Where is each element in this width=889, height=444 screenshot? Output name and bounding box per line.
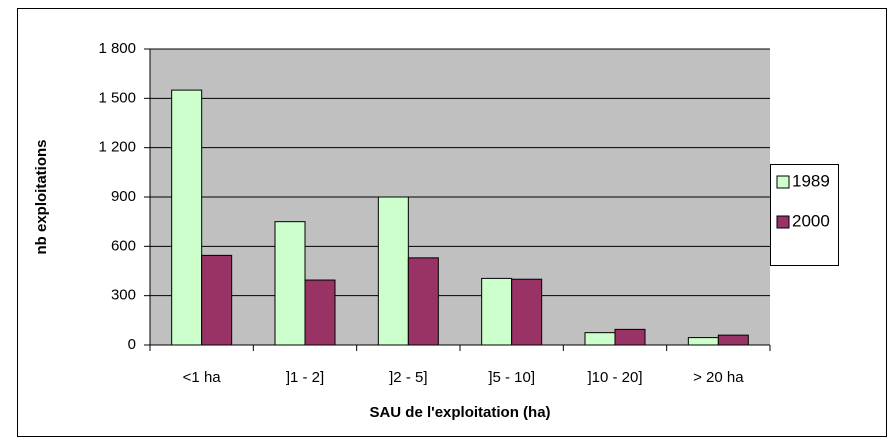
bar <box>687 337 719 346</box>
legend-label: 1989 <box>792 171 830 190</box>
bar <box>171 89 203 346</box>
y-tick-label: 1 500 <box>98 89 136 106</box>
y-tick-label: 600 <box>111 237 136 254</box>
legend-swatch <box>776 215 790 229</box>
bar <box>584 332 616 346</box>
bar <box>614 328 646 346</box>
bar <box>717 334 749 346</box>
x-tick-label: ]2 - 5] <box>389 369 427 386</box>
legend-label: 2000 <box>792 211 830 230</box>
x-axis-title: SAU de l'exploitation (ha) <box>369 404 550 421</box>
x-tick-label: > 20 ha <box>693 369 744 386</box>
x-tick-label: <1 ha <box>183 369 222 386</box>
bar <box>201 254 233 346</box>
y-tick-label: 300 <box>111 287 136 304</box>
bar <box>304 279 336 346</box>
y-axis-title: nb exploitations <box>33 139 50 254</box>
legend <box>770 164 839 266</box>
legend-swatch <box>776 175 790 189</box>
y-tick-label: 1 800 <box>98 40 136 57</box>
bar <box>481 277 513 346</box>
bar <box>511 278 543 346</box>
y-tick-label: 0 <box>128 336 136 353</box>
y-tick-label: 900 <box>111 188 136 205</box>
y-tick-label: 1 200 <box>98 139 136 156</box>
bar <box>274 221 306 346</box>
x-tick-label: ]1 - 2] <box>286 369 324 386</box>
bar <box>407 257 439 346</box>
bar <box>377 196 409 346</box>
x-tick-label: ]10 - 20] <box>587 369 642 386</box>
x-tick-label: ]5 - 10] <box>488 369 535 386</box>
